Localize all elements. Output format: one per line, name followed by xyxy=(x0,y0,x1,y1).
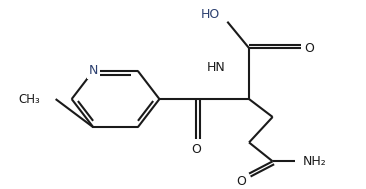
Text: CH₃: CH₃ xyxy=(19,93,41,106)
Text: O: O xyxy=(236,175,246,188)
Text: NH₂: NH₂ xyxy=(303,155,326,168)
Text: HO: HO xyxy=(201,8,220,21)
Text: N: N xyxy=(89,64,98,77)
Text: O: O xyxy=(304,42,314,55)
Text: HN: HN xyxy=(207,61,225,74)
Text: O: O xyxy=(191,143,201,156)
